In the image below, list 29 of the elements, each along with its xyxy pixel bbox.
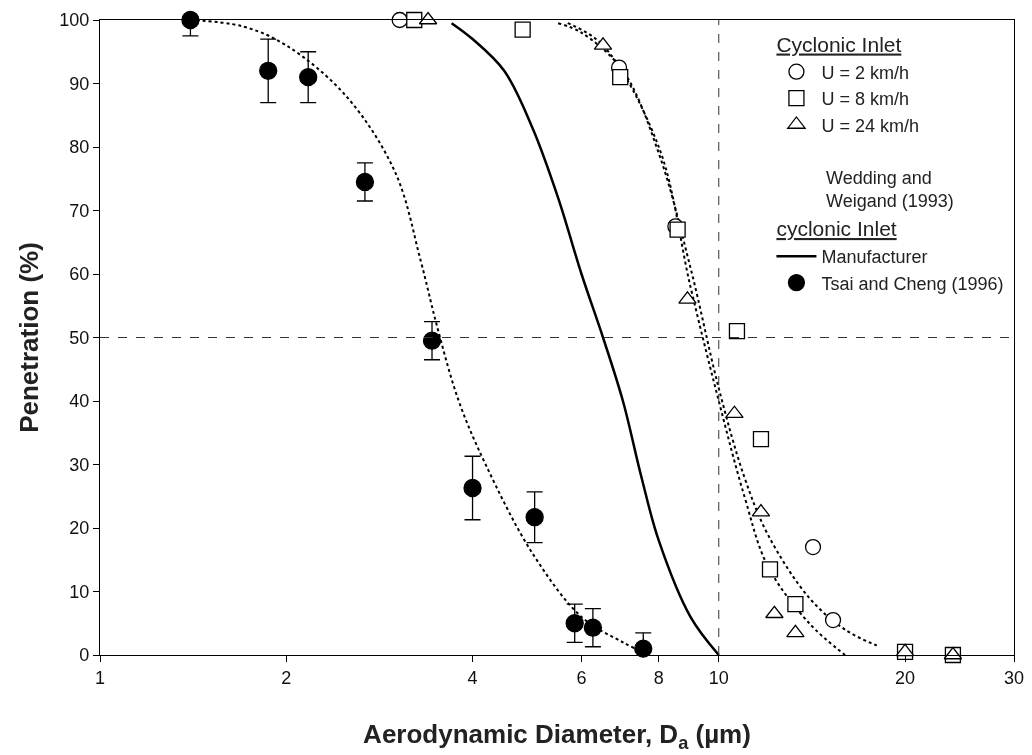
x-tick-label: 2 — [281, 667, 292, 688]
x-tick-label: 1 — [94, 667, 106, 688]
annotation: cyclonic Inlet — [776, 217, 897, 241]
y-tick-label: 100 — [59, 10, 90, 31]
x-tick-label: 20 — [895, 667, 916, 688]
x-tick-label: 8 — [653, 667, 664, 688]
y-tick-label: 70 — [69, 200, 90, 221]
x-tick-label: 30 — [1003, 667, 1025, 688]
legend-label: U = 8 km/h — [821, 89, 909, 110]
y-tick-label: 90 — [69, 73, 90, 94]
annotation: Wedding and Weigand (1993) — [826, 168, 954, 212]
y-tick-label: 20 — [69, 518, 90, 539]
x-tick-label: 4 — [467, 667, 478, 688]
y-tick-label: 10 — [69, 581, 90, 602]
x-tick-label: 6 — [576, 667, 587, 688]
annotation: Cyclonic Inlet — [776, 32, 902, 56]
y-axis-title: Penetration (%) — [13, 242, 44, 433]
y-tick-label: 30 — [69, 454, 90, 475]
y-tick-label: 60 — [69, 264, 90, 285]
x-tick-label: 10 — [708, 667, 729, 688]
legend-label: Manufacturer — [821, 247, 928, 268]
x-axis-title: Aerodynamic Diameter, D$_{a}$ (µm) — [363, 719, 751, 753]
y-tick-label: 0 — [79, 645, 90, 666]
legend-label: Tsai and Cheng (1996) — [821, 273, 1004, 294]
y-tick-label: 40 — [69, 391, 90, 412]
y-tick-label: 80 — [69, 137, 90, 158]
legend-label: U = 2 km/h — [821, 62, 909, 83]
legend-label: U = 24 km/h — [821, 115, 919, 136]
y-tick-label: 50 — [69, 327, 90, 348]
